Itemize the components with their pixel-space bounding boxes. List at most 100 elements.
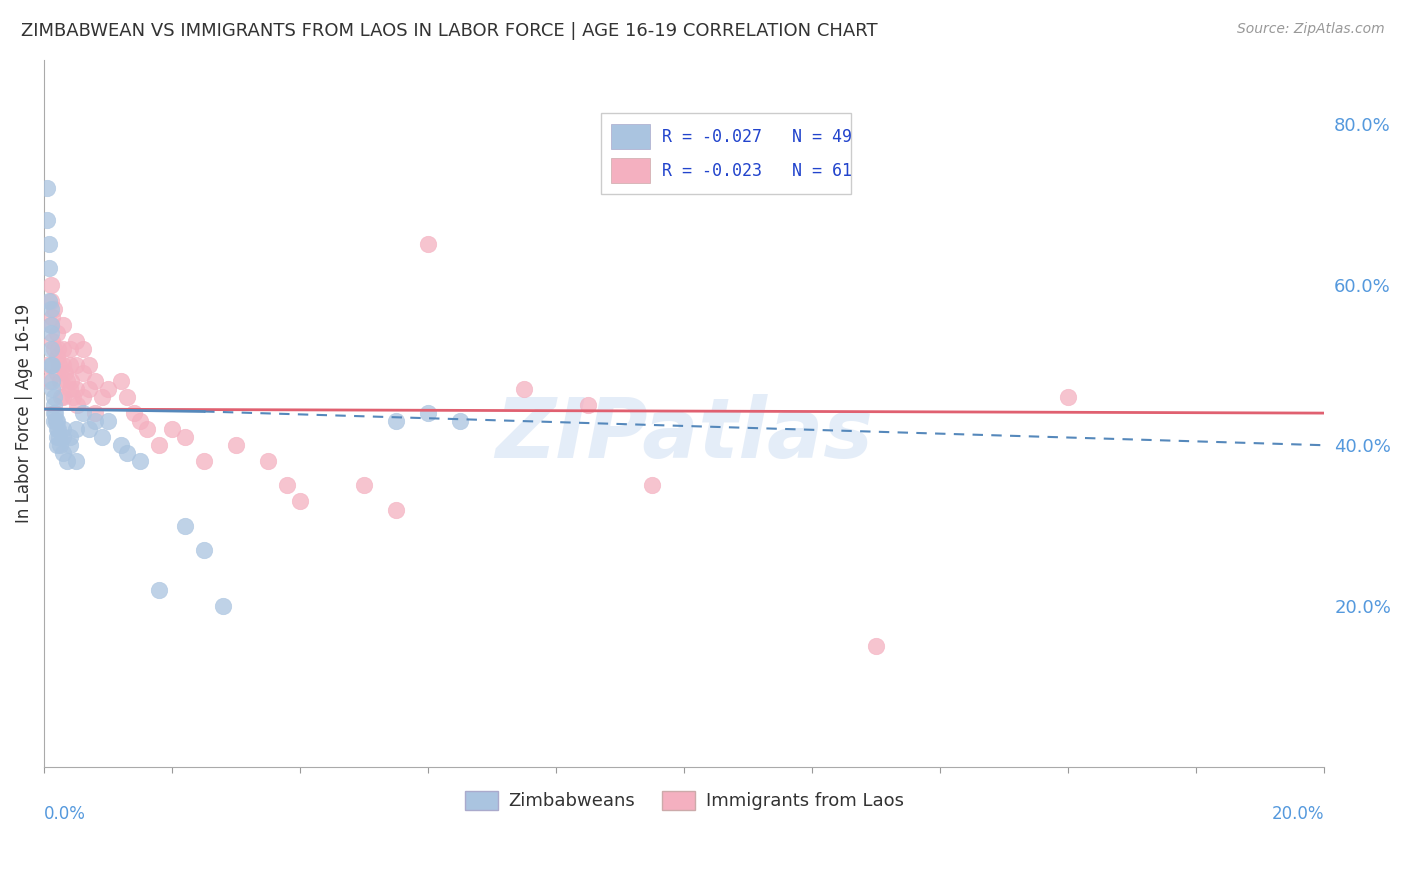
Point: [90, 390, 112, 404]
Text: ZIMBABWEAN VS IMMIGRANTS FROM LAOS IN LABOR FORCE | AGE 16-19 CORRELATION CHART: ZIMBABWEAN VS IMMIGRANTS FROM LAOS IN LA…: [21, 22, 877, 40]
Point: [42, 390, 65, 404]
Point: [44, 406, 66, 420]
Point: [148, 582, 170, 597]
Point: [44, 406, 66, 420]
Point: [39, 293, 62, 308]
Point: [385, 414, 408, 428]
FancyBboxPatch shape: [600, 112, 851, 194]
Point: [77, 422, 100, 436]
Point: [1057, 390, 1080, 404]
Point: [52, 430, 75, 444]
Point: [84, 414, 107, 428]
Point: [65, 422, 87, 436]
Point: [38, 261, 60, 276]
Point: [46, 422, 69, 436]
Point: [225, 438, 247, 452]
Point: [52, 422, 75, 436]
Point: [39, 358, 62, 372]
Point: [42, 414, 65, 428]
Point: [135, 422, 157, 436]
Point: [110, 438, 132, 452]
Point: [174, 518, 197, 533]
Point: [45, 414, 67, 428]
Point: [45, 366, 67, 380]
Point: [45, 350, 67, 364]
Point: [45, 438, 67, 452]
Point: [77, 382, 100, 396]
Point: [38, 293, 60, 308]
Point: [51, 390, 73, 404]
Point: [39, 342, 62, 356]
Point: [418, 237, 440, 252]
Point: [39, 326, 62, 340]
Point: [45, 430, 67, 444]
Point: [42, 301, 65, 316]
Point: [37, 213, 59, 227]
Point: [576, 398, 599, 412]
Point: [39, 318, 62, 332]
Point: [52, 446, 75, 460]
Point: [90, 430, 112, 444]
Text: 20.0%: 20.0%: [1272, 805, 1324, 823]
Point: [193, 542, 215, 557]
Point: [59, 342, 82, 356]
Point: [53, 366, 76, 380]
Point: [72, 390, 94, 404]
Point: [72, 342, 94, 356]
Point: [449, 414, 471, 428]
Point: [37, 181, 59, 195]
Text: Source: ZipAtlas.com: Source: ZipAtlas.com: [1237, 22, 1385, 37]
Point: [97, 414, 120, 428]
Point: [385, 502, 408, 516]
Text: 0.0%: 0.0%: [44, 805, 86, 823]
Point: [97, 382, 120, 396]
Point: [212, 599, 235, 613]
Point: [418, 406, 440, 420]
Point: [62, 390, 84, 404]
Point: [45, 326, 67, 340]
Point: [42, 398, 65, 412]
Point: [160, 422, 183, 436]
Point: [129, 414, 152, 428]
Point: [276, 478, 298, 492]
Text: R = -0.023   N = 61: R = -0.023 N = 61: [662, 161, 852, 179]
Point: [49, 374, 72, 388]
Point: [865, 639, 887, 653]
Point: [148, 438, 170, 452]
Point: [59, 430, 82, 444]
Point: [122, 406, 145, 420]
Point: [38, 374, 60, 388]
Point: [117, 446, 139, 460]
Point: [46, 342, 69, 356]
Point: [44, 342, 66, 356]
Point: [117, 390, 139, 404]
Point: [110, 374, 132, 388]
Point: [84, 374, 107, 388]
Point: [174, 430, 197, 444]
Point: [353, 478, 375, 492]
Point: [38, 237, 60, 252]
Point: [49, 438, 72, 452]
Point: [37, 358, 59, 372]
Point: [72, 366, 94, 380]
Point: [52, 342, 75, 356]
Point: [41, 358, 63, 372]
FancyBboxPatch shape: [612, 124, 650, 149]
FancyBboxPatch shape: [612, 158, 650, 184]
Point: [52, 390, 75, 404]
Point: [641, 478, 664, 492]
Point: [84, 406, 107, 420]
Point: [41, 334, 63, 348]
Text: R = -0.027   N = 49: R = -0.027 N = 49: [662, 128, 852, 145]
Point: [48, 358, 70, 372]
Point: [59, 382, 82, 396]
Point: [65, 334, 87, 348]
Point: [65, 382, 87, 396]
Point: [55, 454, 77, 468]
Point: [55, 374, 77, 388]
Point: [48, 430, 70, 444]
Legend: Zimbabweans, Immigrants from Laos: Zimbabweans, Immigrants from Laos: [458, 784, 911, 818]
Point: [77, 358, 100, 372]
Point: [66, 398, 89, 412]
Text: ZIPatlas: ZIPatlas: [495, 393, 873, 475]
